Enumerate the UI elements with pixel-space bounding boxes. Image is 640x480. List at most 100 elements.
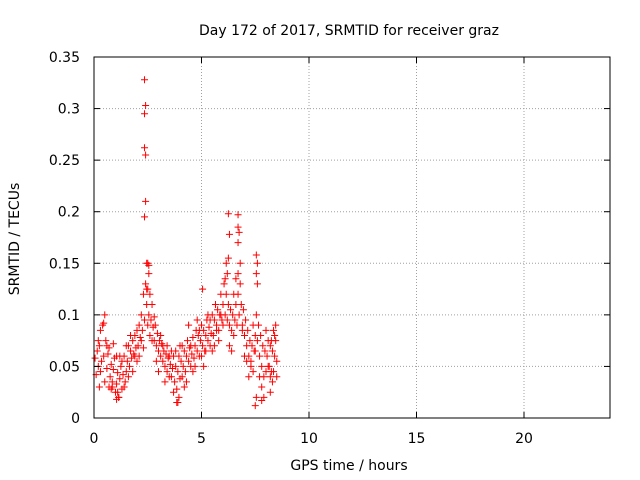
data-point [148,301,156,309]
data-point [109,366,117,374]
data-point [242,316,250,324]
data-point [210,342,218,350]
data-point [204,337,212,345]
data-point [239,306,247,314]
data-point [139,290,147,298]
data-point [137,311,145,319]
data-point [193,347,201,355]
data-point [136,334,144,342]
data-point [204,311,212,319]
data-point [155,368,162,376]
data-point [161,362,169,370]
data-point [271,331,279,339]
data-point [117,362,125,370]
data-point [129,337,137,345]
x-axis-label: GPS time / hours [290,458,407,474]
data-point [220,280,228,288]
data-point [163,368,171,376]
data-point [225,230,233,238]
data-point [93,347,101,355]
data-point [263,352,271,360]
data-point [206,316,214,324]
data-point [208,347,216,355]
data-point [245,373,253,381]
data-point [219,321,227,329]
data-point [144,321,152,329]
data-point [190,354,198,362]
data-point [119,371,127,379]
data-point [181,368,189,376]
data-point [134,342,142,350]
tick-labels: 0 5 10 15 20 0 0.05 0.1 0.15 0.2 0.25 0.3 0.35 [49,50,533,447]
data-point [234,211,242,219]
data-point [267,337,275,345]
data-point [266,388,274,396]
data-point [182,352,190,360]
data-point [150,313,158,321]
data-point [224,254,232,262]
data-point [170,388,178,396]
data-point [124,373,132,381]
data-point [163,342,171,350]
data-point [185,321,193,329]
data-point [251,347,259,355]
data-point [100,319,108,327]
data-point [166,360,174,368]
data-point [254,321,262,329]
data-point [231,316,239,324]
data-point [177,357,185,365]
data-point [173,399,181,407]
data-point [202,331,210,339]
data-point [241,331,248,339]
data-point [144,285,152,293]
data-point [142,101,150,109]
data-point [227,306,235,314]
x-tick-label: 20 [515,431,533,447]
data-point [174,368,182,376]
data-point [191,362,199,370]
data-point [142,197,150,205]
data-point [179,362,187,370]
data-point [273,373,281,381]
data-point [101,311,109,319]
data-point [237,301,245,309]
data-point [98,357,106,365]
data-point [95,383,103,391]
x-tick-label: 5 [197,431,206,447]
data-point [214,306,222,314]
data-point [261,347,269,355]
data-point [141,144,149,152]
data-point [256,352,264,360]
data-point [235,228,243,236]
data-point [249,368,257,376]
data-point [135,352,143,360]
data-point [107,360,115,368]
y-tick-label: 0.2 [58,205,80,221]
data-point [178,373,186,381]
data-point [176,342,184,350]
data-point [256,373,264,381]
data-point [157,352,165,360]
data-point [224,210,232,218]
data-point [116,375,124,383]
data-point [108,383,116,391]
data-point [252,393,260,401]
data-point [209,331,217,339]
data-point [96,326,104,334]
data-point [141,316,149,324]
data-point [175,393,183,401]
data-point [229,311,237,319]
data-point [147,316,155,324]
data-point [272,321,280,329]
data-point [235,311,243,319]
data-point [129,368,137,376]
data-point [146,331,154,339]
data-point [243,357,251,365]
data-point [180,347,188,355]
data-point [258,383,266,391]
data-point [113,395,121,403]
chart-title: Day 172 of 2017, SRMTID for receiver gra… [199,23,499,39]
data-point [217,311,225,319]
data-point [225,321,233,329]
data-point [262,326,270,334]
